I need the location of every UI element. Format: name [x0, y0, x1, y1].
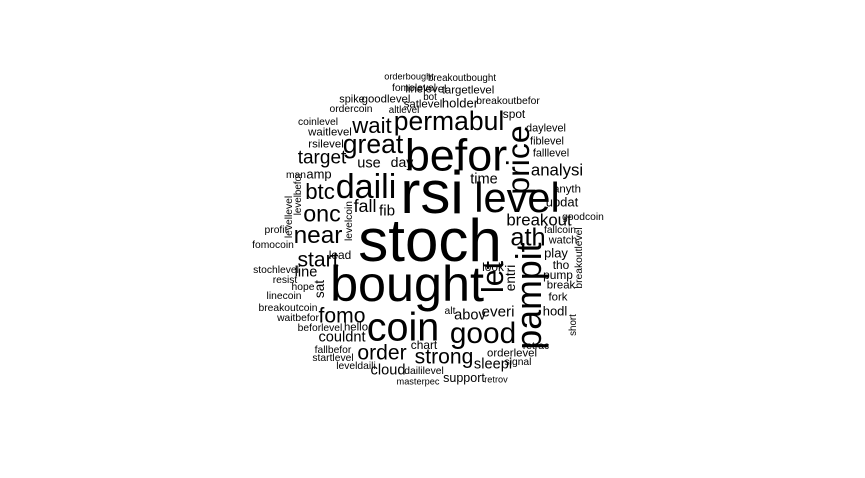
word: breakoutbefor — [476, 95, 540, 107]
word: bought — [330, 254, 484, 312]
word: fomolevel — [391, 82, 437, 94]
word: analysi — [530, 160, 584, 180]
word: cloud — [370, 362, 406, 379]
word: target — [297, 147, 347, 169]
word: masterpec — [396, 376, 440, 387]
word: break — [546, 279, 576, 292]
word: fallbefor — [314, 344, 352, 356]
word: watch — [548, 234, 578, 247]
word: breakoutbought — [427, 73, 497, 85]
word: sat — [312, 279, 328, 299]
word: ath — [510, 223, 546, 252]
word: amp — [306, 166, 332, 182]
word: daili — [335, 167, 397, 206]
word: breakoutcoin — [258, 302, 318, 314]
word: lead — [328, 248, 352, 263]
word: sleepi — [473, 356, 513, 373]
word: befor — [404, 129, 508, 181]
word: fork — [548, 291, 568, 304]
word: resist — [272, 274, 298, 286]
word: spot — [502, 107, 526, 122]
word: levelbefor — [293, 172, 305, 216]
word: entri — [503, 264, 519, 292]
word: near — [293, 221, 343, 249]
word: wait — [352, 112, 392, 138]
word: fallcoin — [543, 224, 577, 236]
word: permabul — [393, 105, 505, 136]
word: holder — [441, 95, 479, 111]
word: satlevel — [403, 98, 443, 111]
word: daylevel — [526, 122, 566, 135]
word: leveldaili — [336, 360, 376, 372]
word: fomocoin — [252, 239, 294, 251]
word: line — [294, 264, 318, 281]
word: order — [357, 341, 407, 365]
word: levelcoin — [343, 200, 355, 242]
word: startlevel — [312, 352, 354, 364]
word: goodlevel — [361, 93, 411, 106]
word: alt — [444, 305, 456, 317]
word: orderlevel — [486, 347, 538, 360]
word: play — [544, 245, 568, 261]
word: rsi — [400, 159, 464, 226]
word: targetlevel — [441, 84, 495, 97]
word: breakout — [506, 210, 572, 230]
word: stochlevel — [253, 264, 299, 276]
word: chart — [410, 338, 438, 353]
word: tho — [552, 258, 570, 273]
word: hodl — [542, 303, 568, 319]
word: fall — [353, 196, 377, 217]
word: bot — [423, 92, 437, 104]
word: everi — [481, 303, 515, 321]
word: time — [470, 171, 498, 188]
word: strong — [414, 345, 474, 369]
word: level — [474, 174, 560, 222]
word: support — [443, 370, 485, 385]
word: btc — [305, 178, 335, 204]
word: short — [568, 314, 580, 336]
word: falllevel — [532, 147, 570, 160]
word: waitbefor — [277, 312, 319, 324]
word: anyth — [553, 183, 581, 196]
word: couldnt — [318, 329, 366, 346]
word: goodcoin — [562, 211, 604, 223]
word: beforlevel — [297, 322, 343, 334]
word: breakoutlevel — [573, 227, 585, 289]
word: rsilevel — [308, 138, 344, 151]
word: waitlevel — [308, 126, 352, 139]
word: hope — [291, 281, 315, 293]
word: signal — [504, 356, 532, 368]
word: fiblevel — [530, 135, 564, 148]
word: retrov — [484, 374, 508, 385]
word: altlevel — [388, 105, 420, 117]
word: pump — [543, 268, 573, 283]
word: fib — [378, 202, 396, 220]
word: updat — [545, 194, 579, 210]
word: use — [357, 155, 381, 172]
word: levellevel — [283, 195, 295, 239]
word: great — [342, 128, 404, 159]
word: pampit — [509, 242, 550, 350]
word: day — [390, 153, 414, 170]
word: abov — [454, 307, 486, 324]
word: man — [285, 169, 307, 181]
word: spike — [339, 93, 365, 106]
word: orderbought — [384, 71, 434, 82]
word: onc — [303, 200, 341, 227]
word: linecoin — [266, 290, 302, 302]
word: linelevel — [405, 83, 447, 96]
word: retrac — [522, 340, 550, 352]
word: coin — [366, 305, 440, 350]
word: coinlevel — [297, 116, 339, 128]
word: start — [297, 248, 339, 272]
word: daililevel — [404, 365, 444, 377]
word: ordercoin — [329, 103, 373, 115]
word: stoch — [358, 207, 502, 274]
word: good — [449, 317, 517, 351]
word: hello — [343, 321, 369, 334]
word: fomo — [318, 304, 366, 328]
word: look — [482, 260, 504, 275]
word: profit — [264, 224, 288, 236]
